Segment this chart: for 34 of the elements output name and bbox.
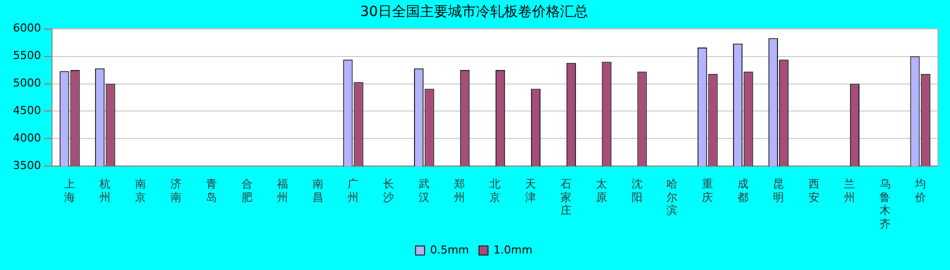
- legend-label: 1.0mm: [494, 243, 532, 256]
- x-tick-label: 广州: [348, 178, 359, 204]
- x-tick-label: 济南: [170, 178, 182, 204]
- y-tick-label: 5000: [12, 76, 41, 90]
- x-tick-label: 上海: [64, 178, 76, 204]
- x-tick-label: 哈尔滨: [666, 178, 678, 218]
- x-tick-label: 乌鲁木齐: [879, 178, 890, 230]
- x-tick-label: 南昌: [312, 178, 324, 204]
- y-tick-label: 6000: [12, 22, 41, 35]
- x-tick-label: 福州: [276, 178, 288, 204]
- x-tick-label: 青岛: [206, 178, 217, 204]
- chart-title: 30日全国主要城市冷轧板卷价格汇总: [360, 4, 588, 20]
- x-tick-label: 天津: [524, 178, 536, 204]
- x-tick-label: 沈阳: [631, 178, 642, 204]
- x-tick-label: 均价: [914, 178, 926, 204]
- y-tick-label: 5500: [12, 49, 41, 62]
- legend-label: 0.5mm: [430, 243, 470, 256]
- x-tick-label: 太原: [596, 178, 607, 204]
- x-tick-label: 长沙: [383, 178, 394, 204]
- x-tick-label: 石家庄: [560, 178, 572, 218]
- x-tick-label: 杭州: [98, 178, 111, 204]
- x-tick-label: 昆明: [773, 178, 784, 204]
- x-tick-label: 重庆: [702, 178, 714, 204]
- x-tick-label: 兰州: [844, 178, 855, 204]
- y-tick-label: 4500: [12, 104, 41, 118]
- x-tick-label: 北京: [489, 178, 500, 204]
- x-tick-label: 成都: [738, 178, 749, 204]
- x-tick-label: 郑州: [454, 178, 466, 204]
- x-tick-label: 合肥: [241, 178, 252, 204]
- y-tick-label: 4000: [12, 132, 41, 145]
- x-tick-label: 南京: [135, 178, 146, 204]
- x-tick-label: 武汉: [418, 178, 430, 204]
- y-tick-label: 3500: [12, 159, 41, 172]
- x-tick-label: 西安: [808, 178, 820, 204]
